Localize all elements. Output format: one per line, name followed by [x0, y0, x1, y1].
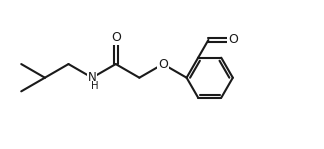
Text: N: N — [88, 71, 97, 84]
Text: O: O — [228, 34, 237, 46]
Text: O: O — [158, 58, 168, 71]
Text: H: H — [91, 81, 98, 91]
Text: O: O — [111, 31, 121, 44]
